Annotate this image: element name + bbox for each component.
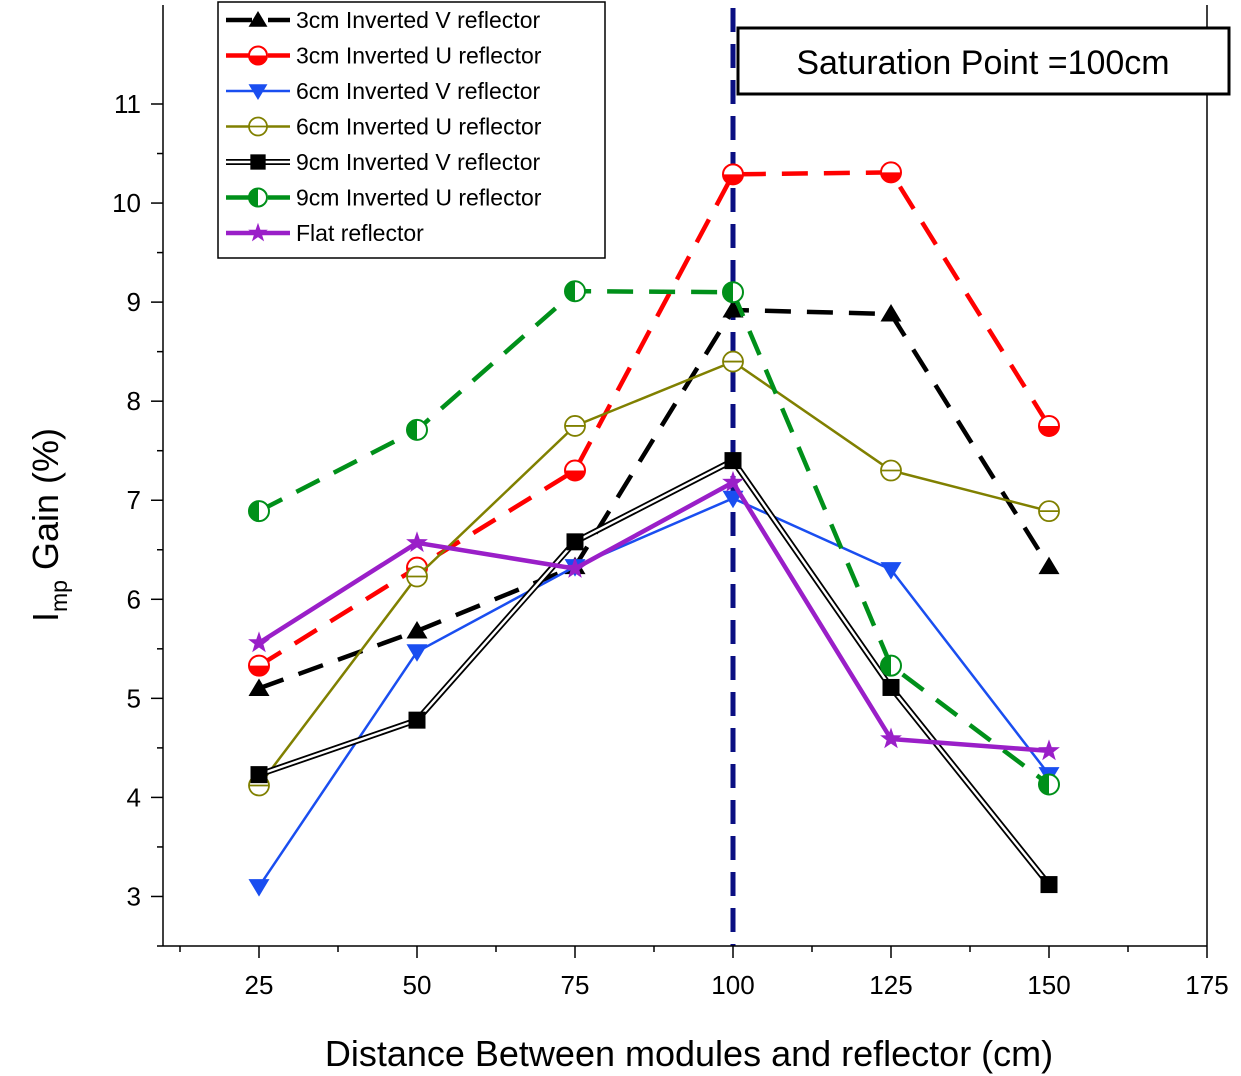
series-5-point-5 [882, 678, 900, 696]
series-3-point-2 [406, 644, 428, 662]
series-line-6 [257, 288, 1051, 787]
series-5 [250, 452, 1058, 894]
series-6-point-2 [406, 418, 428, 441]
y-axis-title: Imp Gain (%) [25, 428, 72, 622]
series-3-point-5 [880, 562, 902, 580]
legend-label-7: Flat reflector [296, 220, 424, 246]
annotation-text: Saturation Point =100cm [796, 44, 1169, 82]
legend-label-1: 3cm Inverted V reflector [296, 7, 540, 33]
legend-label-3: 6cm Inverted V reflector [296, 78, 540, 104]
y-tick-label-5: 7 [127, 485, 141, 515]
legend-marker-5 [250, 154, 266, 170]
series-line-5-inner [258, 459, 1050, 886]
series-6-point-5 [880, 654, 902, 677]
x-tick-label-1: 25 [245, 970, 274, 1000]
legend-item-6: 9cm Inverted U reflector [226, 185, 542, 211]
legend-label-2: 3cm Inverted U reflector [296, 43, 542, 69]
series-2-point-4 [722, 163, 744, 186]
series-6-point-6 [1038, 773, 1060, 796]
legend-marker-4 [248, 116, 268, 137]
legend-label-4: 6cm Inverted U reflector [296, 114, 542, 140]
saturation-annotation: Saturation Point =100cm [736, 26, 1231, 96]
series-2-point-5 [880, 161, 902, 184]
series-6-point-4 [722, 281, 744, 304]
legend-item-4: 6cm Inverted U reflector [226, 114, 542, 140]
plot-layer [248, 8, 1060, 946]
legend-marker-1 [248, 11, 268, 27]
legend-item-5: 9cm Inverted V reflector [226, 149, 540, 175]
series-1-point-4 [722, 300, 744, 318]
series-5-point-4 [724, 452, 742, 470]
series-5-point-3 [566, 533, 584, 551]
series-4 [248, 350, 1060, 797]
series-line-7 [257, 480, 1050, 754]
series-line-1 [258, 307, 1051, 691]
legend-marker-6 [248, 187, 268, 208]
series-4-point-4 [722, 350, 744, 373]
y-tick-label-8: 10 [112, 188, 141, 218]
series-7-point-2 [406, 531, 428, 553]
x-tick-label-7: 175 [1185, 970, 1228, 1000]
x-axis-title: Distance Between modules and reflector (… [325, 1033, 1053, 1074]
series-6 [248, 280, 1060, 796]
series-1-point-2 [406, 620, 428, 639]
series-3-point-1 [248, 879, 270, 897]
y-axis-title-subscript: mp [46, 580, 72, 612]
legend-item-7: Flat reflector [226, 220, 424, 246]
legend: 3cm Inverted V reflector 3cm Inverted U r… [217, 1, 606, 259]
series-6-point-3 [564, 280, 586, 303]
x-tick-label-6: 150 [1027, 970, 1070, 1000]
legend-box [217, 1, 606, 259]
y-tick-label-9: 11 [114, 89, 141, 119]
series-5-point-6 [1040, 876, 1058, 894]
y-tick-label-3: 5 [127, 683, 141, 713]
series-5-point-1 [250, 766, 268, 784]
y-tick-label-4: 6 [127, 584, 141, 614]
series-line-4 [258, 360, 1050, 787]
x-tick-label-2: 50 [403, 970, 432, 1000]
axes-layer: 25 50 75 100 125 150 175 3 4 5 6 7 8 9 10 11 [112, 5, 1229, 1000]
series-4-point-2 [406, 565, 428, 588]
series-7-point-1 [248, 631, 270, 653]
x-tick-label-4: 100 [711, 970, 754, 1000]
legend-label-6: 9cm Inverted U reflector [296, 185, 542, 211]
legend-label-5: 9cm Inverted V reflector [296, 149, 540, 175]
legend-marker-7 [248, 222, 268, 242]
series-2-point-3 [564, 459, 586, 482]
series-1-point-6 [1038, 556, 1060, 575]
series-7 [248, 470, 1060, 761]
series-5-point-2 [408, 711, 426, 729]
y-tick-label-7: 9 [127, 287, 141, 317]
y-axis-title-main: I [25, 612, 66, 622]
legend-item-2: 3cm Inverted U reflector [226, 43, 542, 69]
series-7-point-5 [880, 727, 902, 749]
x-tick-label-3: 75 [561, 970, 590, 1000]
legend-marker-3 [248, 84, 268, 100]
series-3 [248, 490, 1060, 897]
series-4-point-5 [880, 459, 902, 482]
series-1-point-1 [248, 678, 270, 696]
legend-marker-2 [248, 45, 268, 66]
legend-item-1: 3cm Inverted V reflector [226, 7, 540, 33]
series-7-point-3 [564, 557, 586, 578]
series-1-point-5 [880, 304, 902, 322]
y-axis-title-rest: Gain (%) [25, 428, 66, 580]
legend-item-3: 6cm Inverted V reflector [226, 78, 540, 104]
x-tick-label-5: 125 [869, 970, 912, 1000]
series-2-point-6 [1038, 414, 1060, 437]
series-line-3 [257, 497, 1050, 888]
series-1 [248, 300, 1060, 696]
series-4-point-6 [1038, 500, 1060, 523]
series-6-point-1 [248, 500, 270, 523]
y-tick-label-1: 3 [127, 881, 141, 911]
series-2-point-1 [248, 654, 270, 677]
series-7-point-4 [722, 470, 744, 492]
series-4-point-3 [564, 415, 586, 437]
y-tick-label-6: 8 [127, 386, 141, 416]
annotation-box [736, 26, 1231, 96]
y-tick-label-2: 4 [127, 782, 141, 812]
series-7-point-6 [1038, 739, 1060, 761]
